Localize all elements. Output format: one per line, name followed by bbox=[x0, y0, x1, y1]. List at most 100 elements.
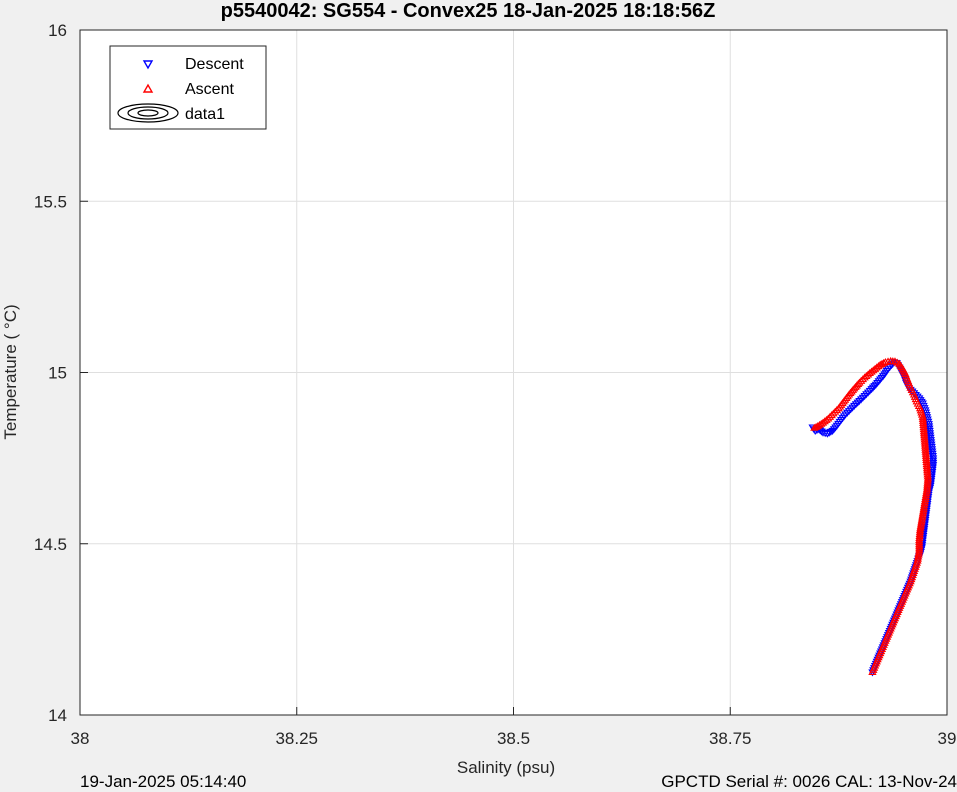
data-marks bbox=[808, 356, 938, 677]
ascent-point bbox=[919, 423, 928, 431]
legend: Descent Ascent data1 bbox=[109, 45, 267, 130]
ascent-point bbox=[916, 523, 925, 531]
x-tick-label: 38.5 bbox=[497, 729, 530, 748]
x-tick-label: 39 bbox=[938, 729, 957, 748]
ascent-point bbox=[915, 538, 924, 546]
ascent-point bbox=[915, 536, 924, 544]
ascent-point bbox=[922, 488, 931, 496]
ascent-point bbox=[913, 554, 923, 562]
ascent-point bbox=[920, 439, 930, 447]
y-tick-label: 14.5 bbox=[34, 535, 67, 554]
ascent-point bbox=[815, 420, 824, 428]
chart-title: p5540042: SG554 - Convex25 18-Jan-2025 1… bbox=[221, 0, 716, 22]
ascent-point bbox=[920, 433, 929, 441]
ascent-point bbox=[872, 363, 881, 371]
ascent-point bbox=[810, 423, 819, 431]
ascent-point bbox=[881, 357, 890, 366]
ascent-point bbox=[920, 431, 929, 439]
ascent-point bbox=[874, 362, 883, 370]
ascent-point bbox=[923, 470, 932, 478]
ticks: 38 38.25 38.5 38.75 39 14 14.5 15 15.5 16 bbox=[34, 21, 957, 748]
legend-ascent-marker bbox=[142, 83, 154, 93]
ascent-point bbox=[919, 425, 928, 433]
legend-box bbox=[109, 45, 267, 130]
ascent-point bbox=[919, 420, 928, 429]
ascent-point bbox=[922, 455, 931, 463]
ascent-point bbox=[811, 422, 821, 430]
x-tick-label: 38.75 bbox=[709, 729, 752, 748]
ascent-point bbox=[920, 501, 929, 509]
ascent-point bbox=[923, 472, 932, 480]
ascent-point bbox=[867, 367, 876, 375]
ascent-point bbox=[919, 427, 929, 435]
ascent-point bbox=[869, 366, 878, 374]
ascent-point bbox=[919, 507, 928, 515]
ascent-point bbox=[920, 499, 929, 507]
ascent-point bbox=[879, 358, 888, 366]
ascent-point bbox=[923, 468, 932, 476]
ascent-point bbox=[921, 447, 930, 455]
ascent-point bbox=[920, 437, 929, 445]
ascent-point bbox=[920, 441, 930, 449]
ascent-point bbox=[922, 486, 931, 494]
ascent-point bbox=[914, 550, 923, 558]
ascent-point bbox=[923, 482, 932, 490]
x-tick-label: 38.25 bbox=[275, 729, 318, 748]
ascent-point bbox=[915, 525, 925, 533]
y-axis-label: Temperature ( °C) bbox=[1, 304, 20, 439]
footer-serial: GPCTD Serial #: 0026 CAL: 13-Nov-24 bbox=[661, 772, 957, 791]
legend-ascent-label: Ascent bbox=[185, 81, 234, 98]
ascent-point bbox=[915, 542, 924, 550]
ascent-point bbox=[922, 464, 932, 472]
ascent-point bbox=[923, 478, 932, 486]
ascent-point bbox=[921, 445, 930, 453]
ascent-point bbox=[916, 521, 925, 529]
ascent-point bbox=[917, 517, 926, 525]
y-tick-label: 15 bbox=[48, 364, 67, 383]
ascent-point bbox=[921, 492, 930, 500]
x-tick-label: 38 bbox=[71, 729, 90, 748]
ascent-point bbox=[921, 443, 930, 451]
ascent-point bbox=[922, 457, 931, 466]
ascent-point bbox=[922, 453, 931, 461]
ascent-point bbox=[915, 540, 924, 548]
ascent-point bbox=[920, 496, 930, 505]
ascent-point bbox=[923, 466, 932, 474]
ascent-point bbox=[914, 552, 923, 560]
ascent-point bbox=[824, 414, 833, 422]
ascent-point bbox=[870, 364, 880, 372]
y-tick-label: 14 bbox=[48, 706, 67, 725]
descent-point bbox=[826, 428, 835, 436]
ascent-point bbox=[915, 533, 924, 542]
ascent-point bbox=[915, 544, 924, 552]
ascent-point bbox=[921, 449, 931, 457]
ascent-point bbox=[913, 556, 922, 564]
legend-descent-marker bbox=[142, 60, 154, 70]
ascent-point bbox=[818, 418, 828, 426]
ascent-point bbox=[817, 419, 826, 427]
ascent-point bbox=[921, 490, 931, 498]
ascent-point bbox=[919, 429, 929, 437]
ascent-point bbox=[876, 360, 885, 368]
descent-point bbox=[823, 430, 832, 438]
ascent-point bbox=[820, 417, 829, 425]
ascent-point bbox=[922, 460, 931, 468]
ascent-point bbox=[915, 531, 924, 540]
x-axis-label: Salinity (psu) bbox=[457, 758, 555, 777]
ascent-point bbox=[914, 548, 924, 556]
ascent-point bbox=[915, 527, 925, 535]
ascent-point bbox=[918, 509, 928, 517]
legend-data1-label: data1 bbox=[185, 106, 225, 123]
ascent-point bbox=[918, 513, 927, 521]
ascent-point bbox=[918, 414, 928, 422]
ascent-point bbox=[920, 435, 929, 443]
ascent-point bbox=[813, 421, 822, 430]
legend-descent-label: Descent bbox=[185, 56, 244, 73]
y-tick-label: 15.5 bbox=[34, 192, 67, 211]
ascent-point bbox=[915, 546, 924, 554]
ascent-point bbox=[917, 519, 926, 527]
footer-timestamp: 19-Jan-2025 05:14:40 bbox=[80, 772, 247, 791]
ascent-point bbox=[923, 474, 933, 482]
ascent-point bbox=[921, 494, 930, 503]
